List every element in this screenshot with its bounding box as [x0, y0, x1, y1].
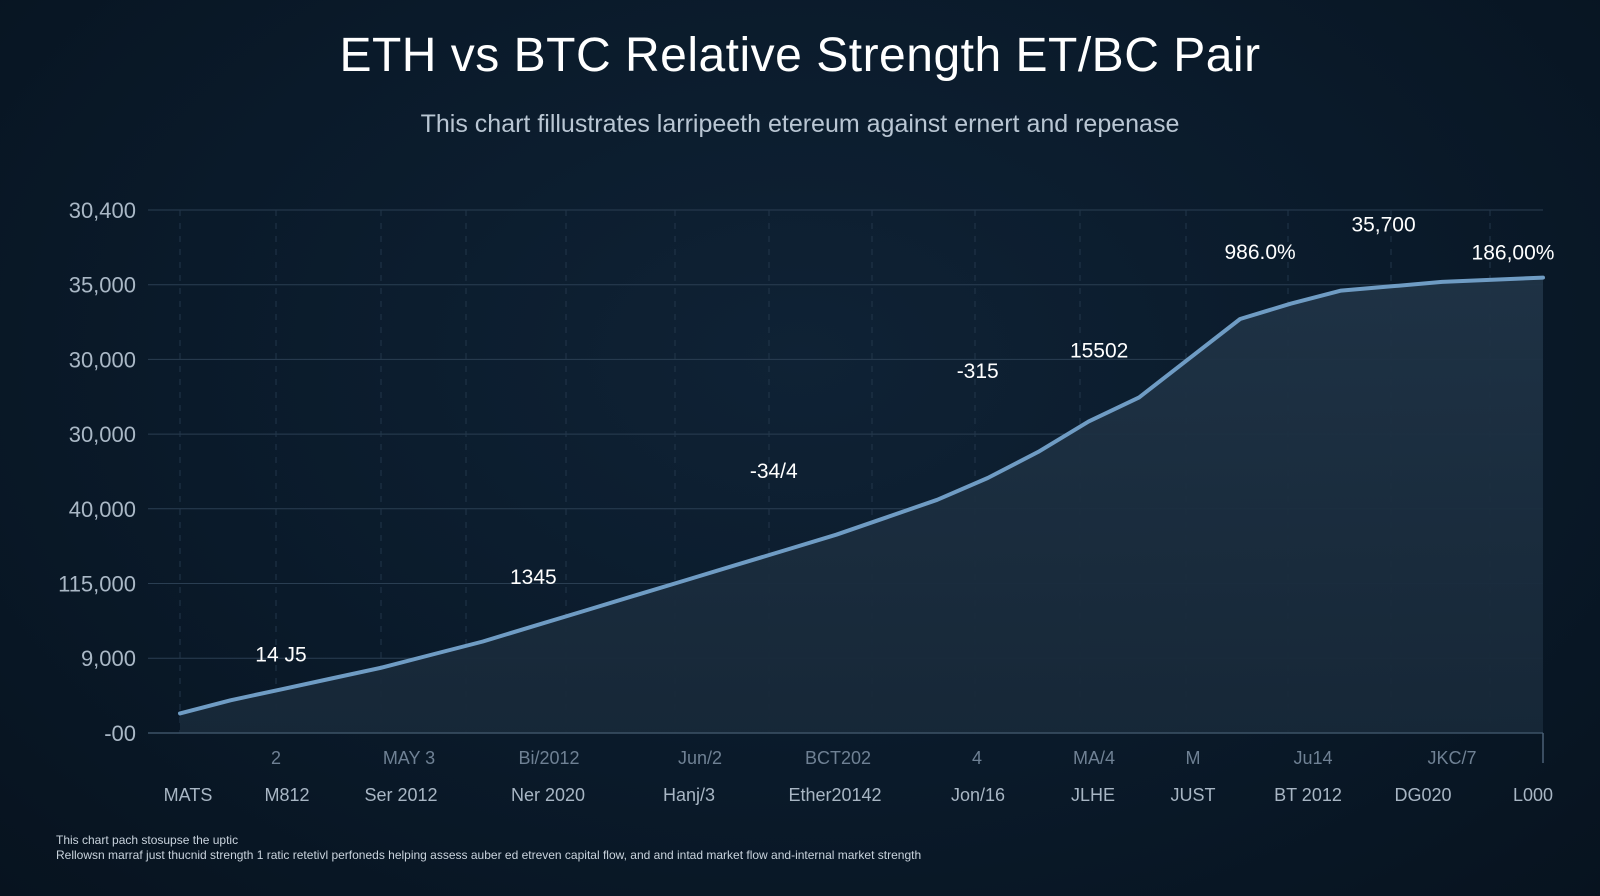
- x-tick-label: Bi/2012: [518, 748, 579, 768]
- series-area: [180, 277, 1543, 733]
- y-tick-label: -00: [104, 721, 136, 746]
- data-label: 186,00%: [1472, 242, 1555, 265]
- x-tick-label: JKC/7: [1427, 748, 1476, 768]
- x-tick-label: BCT202: [805, 748, 871, 768]
- footnote-line-1: This chart pach stosupse the uptic: [56, 833, 239, 847]
- x-tick-label: M: [1186, 748, 1201, 768]
- x-tick-label: Hanj/3: [663, 785, 715, 805]
- x-tick-label: Jon/16: [951, 785, 1005, 805]
- data-label: 14 J5: [255, 643, 306, 666]
- x-tick-label: JUST: [1171, 785, 1216, 805]
- x-tick-label: Jun/2: [678, 748, 722, 768]
- y-tick-label: 30,000: [69, 422, 136, 447]
- x-axis-ticks: 2 MAY 3 Bi/2012 Jun/2 BCT202 4 MA/4 M Ju14 JKC/7 M…: [164, 748, 1553, 805]
- data-label: -315: [957, 360, 999, 383]
- x-tick-label: Ether20142: [788, 785, 881, 805]
- y-tick-label: 9,000: [81, 646, 136, 671]
- x-tick-label: MA/4: [1073, 748, 1115, 768]
- x-tick-label: JLHE: [1071, 785, 1115, 805]
- y-tick-label: 30,400: [69, 198, 136, 223]
- x-tick-label: BT 2012: [1274, 785, 1342, 805]
- chart-title: ETH vs BTC Relative Strength ET/BC Pair: [339, 29, 1261, 82]
- y-tick-label: 115,000: [58, 572, 136, 597]
- y-tick-label: 40,000: [69, 497, 136, 522]
- y-tick-label: 35,000: [69, 273, 136, 298]
- footnote: This chart pach stosupse the uptic Rello…: [56, 833, 921, 863]
- data-label: 15502: [1070, 339, 1128, 362]
- data-label: -34/4: [750, 460, 798, 483]
- chart-subtitle: This chart fillustrates larripeeth etere…: [420, 110, 1180, 138]
- data-label: 1345: [510, 566, 557, 589]
- data-label: 986.0%: [1224, 241, 1295, 264]
- footnote-line-2: Rellowsn marraf just thucnid strength 1 …: [56, 848, 922, 862]
- x-tick-label: MATS: [164, 785, 213, 805]
- x-tick-label: L000: [1513, 785, 1553, 805]
- x-tick-label: Ju14: [1293, 748, 1332, 768]
- x-tick-label: 4: [972, 748, 982, 768]
- data-labels: 14 J5 1345 -34/4 -315 15502 986.0% 35,700 186,0…: [255, 213, 1554, 666]
- data-label: 35,700: [1351, 213, 1415, 236]
- x-tick-label: Ner 2020: [511, 785, 585, 805]
- x-tick-label: M812: [264, 785, 309, 805]
- x-tick-label: MAY 3: [383, 748, 435, 768]
- y-axis-ticks: 30,400 35,000 30,000 30,000 40,000 115,000 9,0…: [58, 198, 136, 746]
- x-tick-label: DG020: [1394, 785, 1451, 805]
- series-line: [178, 275, 1545, 716]
- x-tick-label: 2: [271, 748, 281, 768]
- y-tick-label: 30,000: [69, 347, 136, 372]
- x-tick-label: Ser 2012: [364, 785, 437, 805]
